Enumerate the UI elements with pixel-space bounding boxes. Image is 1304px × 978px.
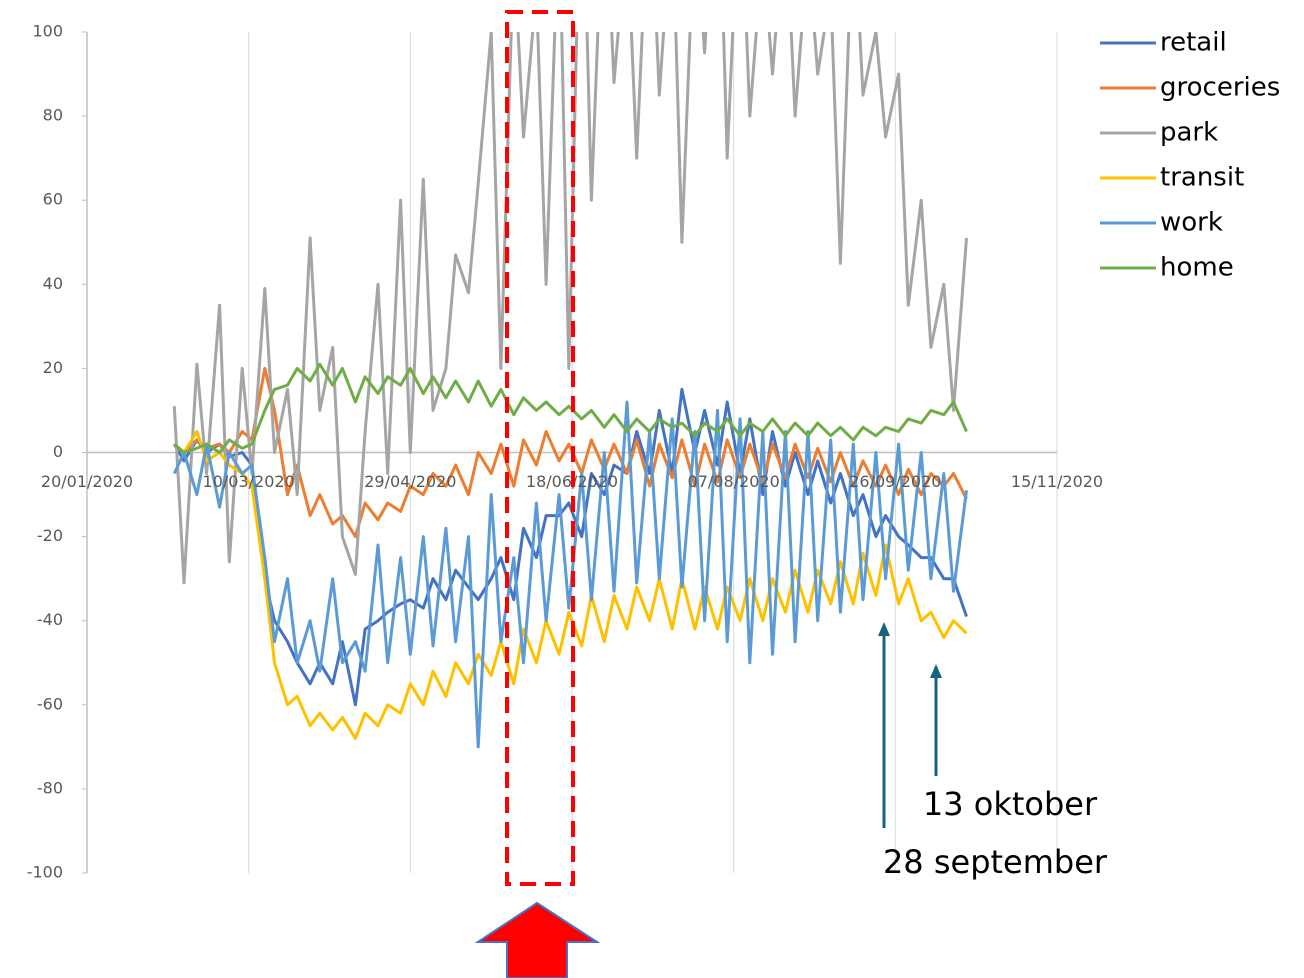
legend-label: park xyxy=(1160,118,1218,148)
y-tick-label: -60 xyxy=(37,694,63,713)
red-arrow xyxy=(474,901,601,978)
y-tick-label: 0 xyxy=(53,442,63,461)
y-tick-label: 40 xyxy=(43,274,63,293)
x-tick-label: 07/08/2020 xyxy=(688,472,780,491)
x-tick-label: 26/09/2020 xyxy=(849,472,941,491)
y-tick-label: 80 xyxy=(43,106,63,125)
legend-label: groceries xyxy=(1160,73,1280,103)
y-tick-label: -20 xyxy=(37,526,63,545)
y-tick-label: 20 xyxy=(43,358,63,377)
lines xyxy=(172,32,968,749)
series-line xyxy=(172,400,968,749)
series-line xyxy=(173,430,968,740)
legend-label: transit xyxy=(1160,163,1244,193)
labels: 20/01/2020 10/03/2020 29/04/2020 18/06/2020… xyxy=(27,22,1103,882)
y-tick-label: 100 xyxy=(32,22,63,41)
legend-label: work xyxy=(1160,208,1223,238)
x-tick-label: 29/04/2020 xyxy=(364,472,456,491)
arrow-head xyxy=(930,664,942,678)
series-line xyxy=(173,362,968,454)
x-tick-label: 10/03/2020 xyxy=(203,472,295,491)
annotation: 28 september xyxy=(883,843,1108,881)
highlight-box xyxy=(505,10,575,886)
y-tick-label: -40 xyxy=(37,610,63,629)
y-tick-label: -80 xyxy=(37,778,63,797)
y-tick-label: 60 xyxy=(43,190,63,209)
x-tick-label: 15/11/2020 xyxy=(1011,472,1103,491)
arrow-head xyxy=(878,622,890,636)
legend: retail groceries park transit work home xyxy=(1100,28,1280,283)
legend-label: home xyxy=(1160,253,1234,283)
legend-label: retail xyxy=(1160,28,1227,58)
annotation: 13 oktober xyxy=(923,785,1098,823)
y-tick-label: -100 xyxy=(27,863,63,882)
x-tick-label: 20/01/2020 xyxy=(41,472,133,491)
series-line xyxy=(172,32,968,585)
